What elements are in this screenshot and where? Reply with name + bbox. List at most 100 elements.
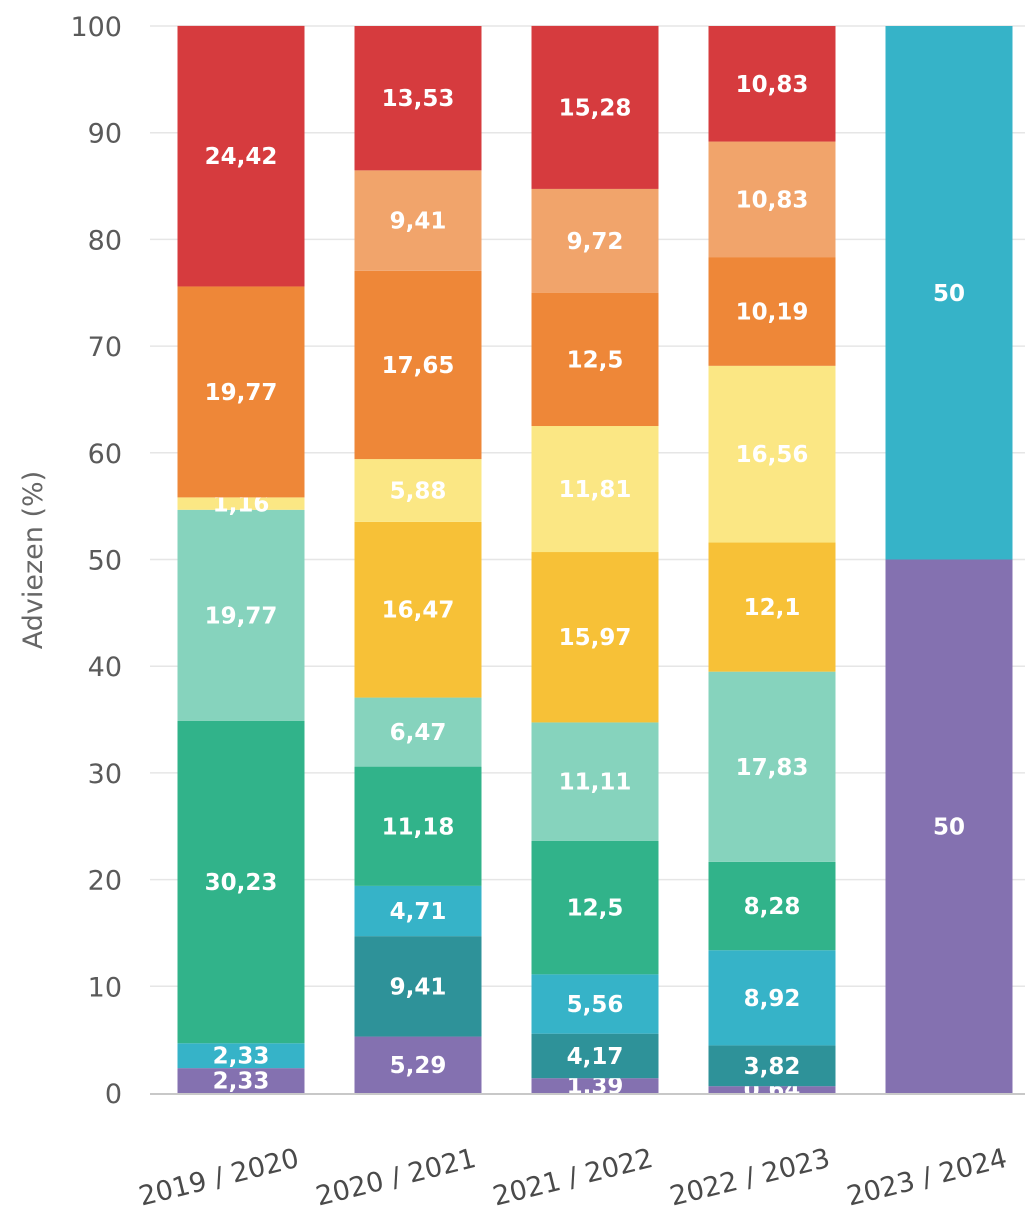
y-tick-label: 40 [88,652,122,683]
y-tick-label: 60 [88,439,122,470]
x-tick-label: 2021 / 2022 [490,1143,656,1213]
data-label: 17,83 [736,755,809,781]
bar-segment [531,1078,659,1093]
bar-segment [708,26,836,142]
bar-segment [531,974,659,1034]
bar-segment [177,286,305,498]
bar-segment [177,1043,305,1069]
bar-segment [354,697,482,767]
data-label: 4,71 [390,899,447,925]
bar-segment [177,25,305,287]
bar-segment [708,1086,836,1093]
bar-segment [354,936,482,1037]
bars: 2,332,3330,2319,771,1619,7724,425,299,41… [177,25,1013,1104]
x-tick-label: 2023 / 2024 [844,1143,1010,1213]
bar-segment [177,497,305,510]
data-label: 12,5 [567,896,624,922]
y-tick-label: 10 [88,972,122,1003]
data-label: 15,28 [559,95,632,121]
data-label: 16,56 [736,442,809,468]
data-label: 11,18 [382,814,455,840]
y-tick-label: 0 [105,1079,122,1110]
x-axis-ticks: 2019 / 2020 2020 / 2021 2021 / 2022 2022 / … [136,1143,1010,1213]
data-label: 50 [933,281,965,307]
bar-segment [885,559,1013,1093]
y-tick-label: 70 [88,332,122,363]
bar-stack: 5,29 9,41 4,71 11,18 6,47 16,47 5,88 17,65 9,41 1… [354,26,482,1093]
bar-segment [708,257,836,366]
bar-segment [708,141,836,258]
data-label: 5,88 [390,478,447,504]
bar-segment [354,270,482,460]
bar-segment [531,840,659,975]
bar-segment [531,552,659,723]
bar-segment [354,26,482,171]
data-label: 11,11 [559,770,632,796]
bar-segment [354,170,482,271]
bar-segment [177,720,305,1044]
data-label: 2,33 [213,1069,270,1095]
data-label: 6,47 [390,720,447,746]
data-label: 50 [933,814,965,840]
data-label: 10,83 [736,72,809,98]
bar-segment [531,1033,659,1079]
data-label: 10,83 [736,187,809,213]
y-tick-label: 50 [88,546,122,577]
y-tick-label: 90 [88,119,122,150]
data-label: 19,77 [205,603,278,629]
y-axis-ticks: 0 10 20 30 40 50 60 70 80 90 100 [70,12,122,1110]
data-label: 15,97 [559,625,632,651]
bar-stack: 1,394,175,5612,511,1115,9711,8112,59,721… [531,25,659,1100]
bar-segment [708,950,836,1046]
bar-segment [708,365,836,543]
y-axis-label: Adviezen (%) [18,471,49,649]
bar-segment [708,1045,836,1087]
x-tick-label: 2019 / 2020 [136,1143,302,1213]
data-label: 2,33 [213,1044,270,1070]
bar-segment [531,25,659,189]
bar-segment [531,188,659,293]
y-tick-label: 30 [88,759,122,790]
data-label: 3,82 [744,1054,801,1080]
data-label: 10,19 [736,299,809,325]
data-label: 9,41 [390,974,447,1000]
data-label: 11,81 [559,477,632,503]
bar-segment [354,459,482,522]
data-label: 8,28 [744,894,801,920]
x-tick-label: 2022 / 2023 [667,1143,833,1213]
y-tick-label: 100 [70,12,122,43]
bar-segment [177,509,305,721]
data-label: 9,72 [567,229,624,255]
bar-segment [708,861,836,951]
bar-segment [708,671,836,862]
bar-segment [354,766,482,886]
data-label: 5,29 [390,1053,447,1079]
bar-segment [708,542,836,672]
data-label: 17,65 [382,353,455,379]
bar-segment [885,26,1013,560]
data-label: 8,92 [744,986,801,1012]
data-label: 5,56 [567,992,624,1018]
bar-segment [531,292,659,427]
x-tick-label: 2020 / 2021 [313,1143,479,1213]
bar-segment [177,1068,305,1093]
data-label: 12,1 [744,595,801,621]
data-label: 19,77 [205,380,278,406]
bar-stack: 0,643,828,928,2817,8312,116,5610,1910,83… [708,26,836,1104]
bar-segment [354,1036,482,1093]
data-label: 4,17 [567,1044,624,1070]
data-label: 16,47 [382,598,455,624]
data-label: 30,23 [205,870,278,896]
y-tick-label: 20 [88,866,122,897]
bar-stack: 50 50 [885,26,1013,1093]
data-label: 12,5 [567,347,624,373]
data-label: 9,41 [390,209,447,235]
bar-segment [354,521,482,698]
y-tick-label: 80 [88,225,122,256]
bar-segment [531,426,659,553]
data-label: 24,42 [205,144,278,170]
bar-segment [354,885,482,937]
bar-segment [531,722,659,841]
